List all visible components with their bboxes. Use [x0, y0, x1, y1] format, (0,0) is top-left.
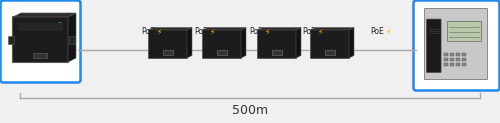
Bar: [456, 58, 460, 61]
Bar: [446, 21, 481, 40]
Bar: [272, 50, 282, 55]
Bar: [444, 58, 448, 61]
Circle shape: [58, 23, 62, 27]
Bar: [456, 53, 460, 56]
Text: PoE: PoE: [142, 28, 155, 37]
Bar: [18, 23, 63, 31]
FancyBboxPatch shape: [12, 16, 68, 62]
Polygon shape: [203, 28, 246, 30]
FancyBboxPatch shape: [424, 8, 488, 79]
Text: ⚡: ⚡: [385, 28, 390, 37]
FancyBboxPatch shape: [310, 30, 350, 59]
Text: ⚡: ⚡: [317, 28, 322, 37]
Text: ⚡: ⚡: [156, 28, 162, 37]
Polygon shape: [258, 28, 301, 30]
Polygon shape: [13, 13, 76, 17]
Polygon shape: [296, 28, 301, 58]
Bar: [462, 63, 466, 66]
Polygon shape: [349, 28, 354, 58]
FancyBboxPatch shape: [426, 19, 441, 72]
Polygon shape: [311, 28, 354, 30]
Polygon shape: [187, 28, 192, 58]
FancyBboxPatch shape: [258, 30, 296, 59]
FancyBboxPatch shape: [414, 0, 500, 91]
Bar: [444, 53, 448, 56]
Bar: [69, 36, 75, 44]
Text: PoE: PoE: [302, 28, 316, 37]
Bar: [444, 63, 448, 66]
Bar: [163, 50, 173, 55]
Text: ⚡: ⚡: [209, 28, 214, 37]
Text: 500m: 500m: [232, 104, 268, 117]
Bar: [325, 50, 335, 55]
Text: PoE: PoE: [249, 28, 263, 37]
Polygon shape: [241, 28, 246, 58]
Bar: [450, 63, 454, 66]
Polygon shape: [68, 13, 76, 62]
FancyBboxPatch shape: [0, 0, 80, 83]
Bar: [456, 63, 460, 66]
Text: PoE: PoE: [370, 28, 384, 37]
Bar: [450, 58, 454, 61]
Bar: [462, 53, 466, 56]
Bar: [33, 53, 47, 58]
Bar: [217, 50, 227, 55]
Bar: [462, 58, 466, 61]
Text: ⚡: ⚡: [264, 28, 270, 37]
FancyBboxPatch shape: [148, 30, 188, 59]
Bar: [450, 53, 454, 56]
Bar: [8, 36, 14, 44]
Text: PoE: PoE: [194, 28, 208, 37]
FancyBboxPatch shape: [202, 30, 241, 59]
Polygon shape: [149, 28, 192, 30]
